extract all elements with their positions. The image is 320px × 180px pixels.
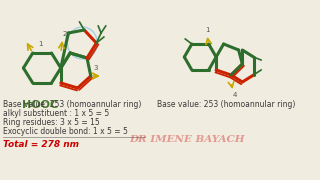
Text: 3: 3 [93, 65, 98, 71]
Text: Total = 278 nm: Total = 278 nm [3, 140, 79, 149]
Text: Base value: 253 (homoannular ring): Base value: 253 (homoannular ring) [3, 100, 141, 109]
Text: Base value: 253 (homoannular ring): Base value: 253 (homoannular ring) [157, 100, 296, 109]
Text: HOOC: HOOC [21, 100, 58, 110]
Text: DR IMENE BAYACH: DR IMENE BAYACH [129, 135, 245, 144]
Text: Ring residues: 3 x 5 = 15: Ring residues: 3 x 5 = 15 [3, 118, 100, 127]
Text: 4: 4 [233, 92, 237, 98]
Text: 1: 1 [38, 41, 43, 47]
Text: alkyl substituent : 1 x 5 = 5: alkyl substituent : 1 x 5 = 5 [3, 109, 109, 118]
Text: Exocyclic double bond: 1 x 5 = 5: Exocyclic double bond: 1 x 5 = 5 [3, 127, 128, 136]
Text: 2: 2 [62, 31, 67, 37]
Text: 1: 1 [205, 27, 209, 33]
